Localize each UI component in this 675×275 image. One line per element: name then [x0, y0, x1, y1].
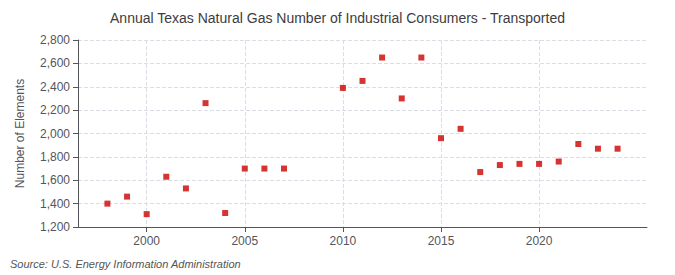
svg-text:2,200: 2,200	[40, 103, 70, 117]
svg-text:2,000: 2,000	[40, 127, 70, 141]
svg-text:2,400: 2,400	[40, 80, 70, 94]
svg-text:2005: 2005	[231, 234, 258, 248]
svg-text:2015: 2015	[428, 234, 455, 248]
svg-text:2020: 2020	[526, 234, 553, 248]
svg-text:Source: U.S. Energy Informatio: Source: U.S. Energy Information Administ…	[10, 258, 241, 270]
svg-text:1,600: 1,600	[40, 173, 70, 187]
svg-text:2,800: 2,800	[40, 33, 70, 47]
svg-text:1,200: 1,200	[40, 220, 70, 234]
svg-text:2010: 2010	[330, 234, 357, 248]
svg-text:1,400: 1,400	[40, 197, 70, 211]
svg-text:2,600: 2,600	[40, 56, 70, 70]
svg-text:1,800: 1,800	[40, 150, 70, 164]
svg-text:2000: 2000	[133, 234, 160, 248]
svg-text:Annual Texas Natural Gas Numbe: Annual Texas Natural Gas Number of Indus…	[110, 10, 565, 26]
svg-text:Number of Elements: Number of Elements	[13, 79, 27, 188]
